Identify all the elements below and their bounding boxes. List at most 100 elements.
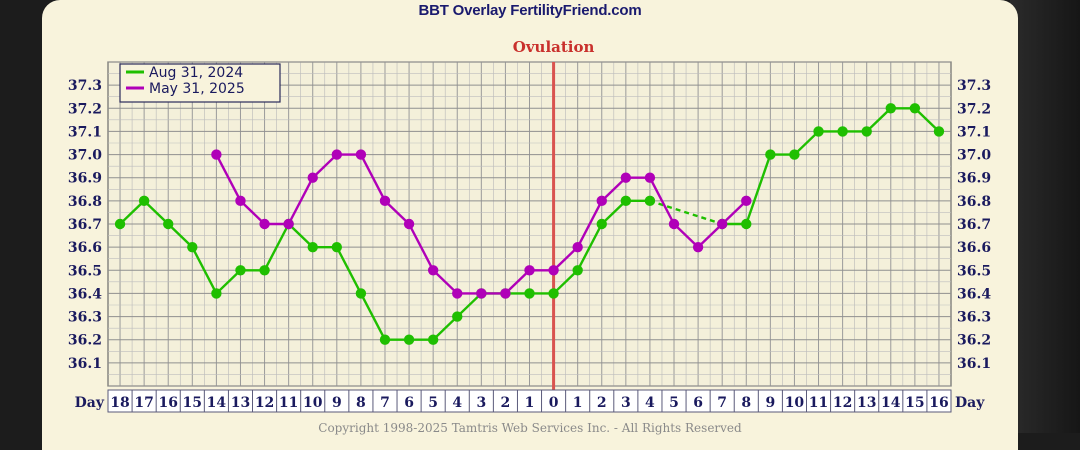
series-1-point: [307, 241, 318, 253]
day-label: 12: [255, 395, 274, 411]
series-1-point: [211, 288, 222, 299]
legend-label: May 31, 2025: [149, 81, 245, 97]
series-1-point: [403, 334, 415, 345]
series-1-segment: [119, 199, 145, 225]
day-label: 14: [207, 395, 227, 411]
day-label: 3: [621, 395, 631, 411]
series-2-segment: [384, 199, 410, 225]
right-backdrop: [1010, 0, 1080, 433]
series-2-segment: [721, 199, 748, 225]
series-1-point: [765, 149, 776, 160]
series-1-point: [644, 195, 656, 207]
series-1-point: [596, 218, 607, 230]
series-points: [114, 103, 945, 345]
day-label: 4: [645, 395, 655, 411]
y-tick-label-left: 37.0: [68, 148, 102, 164]
series-1-segment: [215, 269, 242, 295]
series-2-point: [476, 288, 487, 299]
series-1-point: [548, 288, 559, 299]
series-2-point: [620, 172, 632, 183]
series-1-segment: [432, 315, 459, 341]
series-2-point: [716, 218, 728, 230]
series-1-point: [187, 241, 198, 253]
day-label: 8: [741, 395, 751, 411]
chart-title: BBT Overlay FertilityFriend.com: [418, 2, 642, 19]
series-2-point: [403, 218, 415, 230]
y-tick-label-left: 36.1: [68, 356, 102, 372]
day-label: 13: [857, 395, 876, 411]
series-2-segment: [504, 269, 531, 295]
series-2-point: [572, 241, 583, 253]
day-label: 3: [476, 395, 486, 411]
series-2-segment: [648, 177, 676, 225]
series-1-point: [524, 288, 535, 299]
series-1-segment: [600, 199, 627, 225]
series-2-point: [500, 288, 511, 299]
series-2-segment: [673, 223, 699, 249]
day-label: 15: [183, 395, 202, 411]
copyright-text: Copyright 1998-2025 Tamtris Web Services…: [318, 421, 742, 435]
day-label: 0: [549, 395, 559, 411]
series-1-point: [813, 126, 824, 137]
series-1-point: [355, 288, 367, 299]
day-label: 9: [332, 395, 342, 411]
series-1-segment: [865, 107, 892, 133]
series-2-point: [211, 149, 222, 160]
series-2-point: [741, 195, 752, 207]
series-1-segment: [191, 246, 218, 294]
y-tick-label-right: 37.0: [957, 148, 991, 164]
series-1-segment: [914, 107, 940, 133]
day-label: 8: [356, 395, 366, 411]
series-1-segment: [359, 292, 387, 341]
legend-label: Aug 31, 2024: [149, 65, 243, 81]
series-1-point: [163, 218, 174, 230]
day-label: 15: [905, 395, 924, 411]
series-1-point: [572, 265, 583, 276]
legend-box: [119, 63, 281, 103]
series-1-point: [427, 334, 439, 345]
series-2-point: [452, 288, 463, 299]
series-2-segment: [287, 177, 314, 225]
series-1-point: [620, 195, 632, 207]
y-tick-label-right: 37.1: [957, 124, 991, 140]
series-1-segment: [143, 199, 170, 225]
series-1-segment: [552, 269, 579, 295]
day-label: 1: [525, 395, 535, 411]
y-tick-label-left: 36.6: [68, 240, 102, 256]
chart-card: Ovulation 36.1 36.1 36.2 36.2 36.3 36.3 36.4 36…: [42, 0, 1018, 450]
series-2-point: [644, 172, 656, 183]
series-2-segment: [432, 269, 459, 295]
y-tick-label-right: 36.4: [957, 286, 991, 302]
day-label: 16: [158, 395, 177, 411]
series-1-segment: [456, 292, 483, 318]
series-2-point: [668, 218, 680, 230]
series-2-point: [596, 195, 607, 207]
y-tick-label-left: 36.8: [68, 194, 102, 210]
series-2-point: [427, 265, 439, 276]
day-label: 11: [279, 395, 298, 411]
series-1-segment: [649, 199, 723, 226]
y-tick-label-right: 37.2: [957, 101, 991, 117]
day-label: 17: [134, 395, 153, 411]
day-label: 10: [785, 395, 805, 411]
series-2-segment: [239, 199, 266, 225]
y-tick-label-right: 36.2: [957, 333, 991, 349]
y-tick-label-right: 36.3: [957, 310, 991, 326]
x-axis-labels: 18 17 16 15 14 13 12 11 10 9 8 7 6 5 4 3 2 1 0 1 2 3 4 5 6 7 8 9 10 1…: [75, 389, 985, 413]
y-tick-label-left: 37.1: [68, 124, 102, 140]
series-1-point: [379, 334, 391, 345]
x-label-left: Day: [75, 395, 105, 411]
series-1-point: [114, 218, 126, 230]
y-tick-label-right: 36.6: [957, 240, 991, 256]
day-label: 11: [809, 395, 828, 411]
series-1-point: [909, 103, 921, 114]
series-1-segment: [745, 154, 772, 225]
series-1-point: [885, 103, 896, 114]
series-2-segment: [311, 153, 338, 179]
y-tick-label-right: 37.3: [957, 78, 991, 94]
series-2-segment: [697, 223, 724, 249]
series-2-segment: [600, 176, 627, 202]
chart-grid: [107, 61, 952, 387]
day-label: 5: [428, 395, 438, 411]
y-tick-label-left: 36.7: [68, 217, 102, 233]
